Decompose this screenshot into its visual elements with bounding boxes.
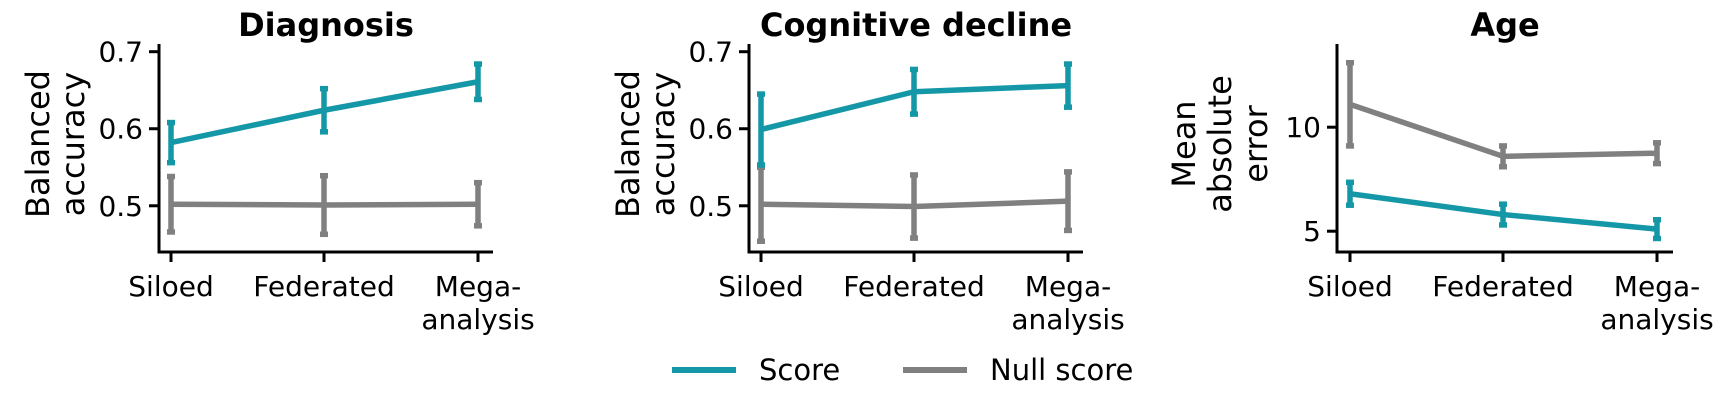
y-axis-label: accuracy (644, 72, 682, 216)
y-tick-label: 0.7 (98, 36, 143, 69)
legend: Score Null score (672, 353, 1133, 387)
chart-title: Age (1470, 6, 1539, 44)
y-tick-label: 0.5 (688, 190, 733, 223)
y-axis-label: accuracy (54, 72, 92, 216)
y-tick-label: 0.5 (98, 190, 143, 223)
y-axis-label: absolute (1201, 75, 1239, 213)
y-tick-label: 0.6 (98, 113, 143, 146)
x-tick-label: Siloed (128, 270, 213, 303)
x-tick-label: Mega- (1025, 270, 1111, 303)
x-tick-label: Federated (843, 270, 984, 303)
y-tick-label: 0.6 (688, 113, 733, 146)
x-tick-label: Mega- (435, 270, 521, 303)
legend-label-score: Score (759, 353, 840, 387)
x-tick-label: Siloed (718, 270, 803, 303)
x-tick-label: Federated (253, 270, 394, 303)
chart-title: Cognitive decline (760, 6, 1072, 44)
y-tick-label: 10 (1285, 111, 1321, 144)
x-tick-label: Mega- (1614, 270, 1700, 303)
x-tick-label: analysis (1011, 303, 1124, 336)
y-axis-label: Balanced (19, 70, 57, 218)
x-tick-label: analysis (421, 303, 534, 336)
y-axis-label: Balanced (609, 70, 647, 218)
x-tick-label: Siloed (1307, 270, 1392, 303)
chart-title: Diagnosis (238, 6, 414, 44)
y-tick-label: 5 (1303, 215, 1321, 248)
y-axis-label: error (1237, 104, 1275, 182)
x-tick-label: analysis (1600, 303, 1713, 336)
y-tick-label: 0.7 (688, 36, 733, 69)
y-axis-label: Mean (1165, 100, 1203, 187)
x-tick-label: Federated (1432, 270, 1573, 303)
legend-label-null-score: Null score (990, 353, 1133, 387)
